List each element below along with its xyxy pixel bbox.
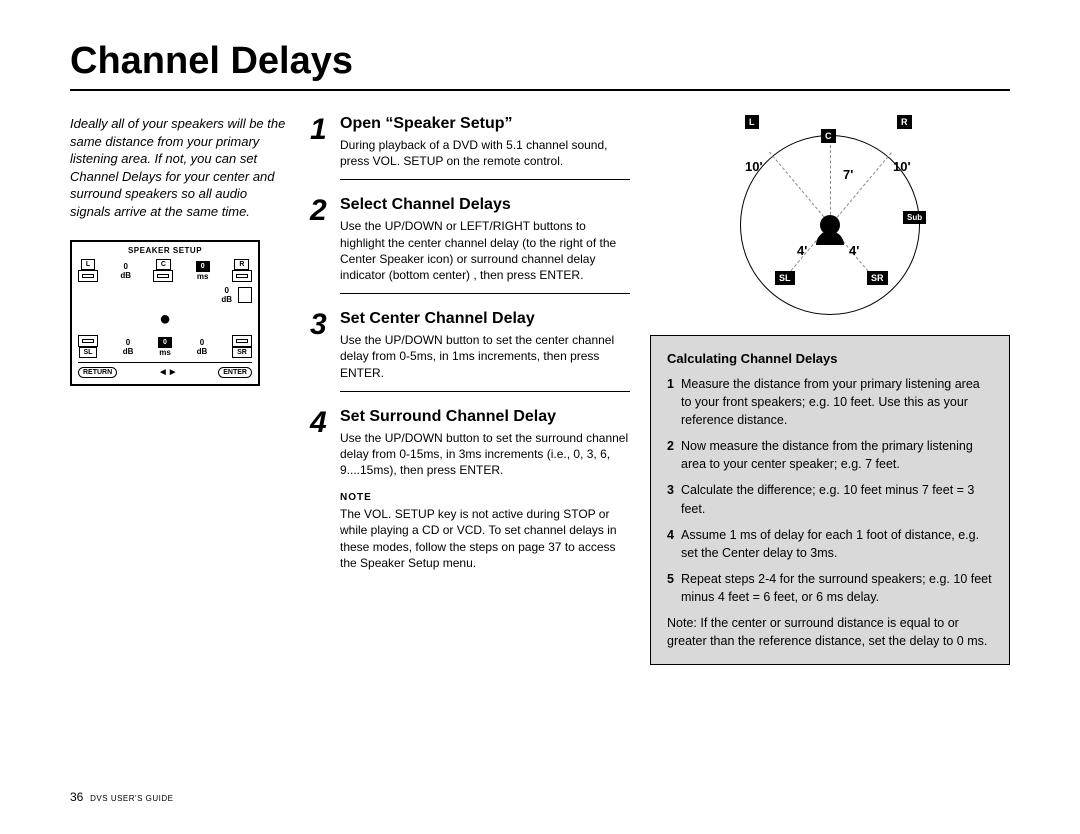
room-diagram: L C R Sub SL SR 10' 7' 10' 4' 4' (715, 115, 945, 325)
C-val: 0 (196, 261, 210, 272)
step-4: 4 Set Surround Channel Delay Use the UP/… (310, 408, 630, 581)
L-val: 0 (123, 262, 127, 271)
calc-item: Assume 1 ms of delay for each 1 foot of … (681, 526, 993, 562)
step-text: Use the UP/DOWN or LEFT/RIGHT buttons to… (340, 218, 630, 283)
diag-Sub: Sub (903, 211, 926, 224)
intro-text: Ideally all of your speakers will be the… (70, 115, 290, 220)
step-1: 1 Open “Speaker Setup” During playback o… (310, 115, 630, 180)
step-2: 2 Select Channel Delays Use the UP/DOWN … (310, 196, 630, 294)
return-button: RETURN (78, 367, 117, 378)
SL-val: 0 (126, 338, 130, 347)
note-label: NOTE (340, 492, 630, 503)
step-title: Set Center Channel Delay (340, 310, 630, 328)
diag-SL: SL (775, 271, 795, 285)
dist-SR: 4' (849, 243, 859, 258)
SL-unit: dB (123, 347, 134, 356)
step-title: Select Channel Delays (340, 196, 630, 214)
right-column: L C R Sub SL SR 10' 7' 10' 4' 4' Calcula… (650, 115, 1010, 665)
diag-L: L (745, 115, 759, 129)
dist-R: 10' (893, 159, 911, 174)
mid-val: 0 (158, 337, 172, 348)
subwoofer-icon (238, 287, 252, 303)
dist-L: 10' (745, 159, 763, 174)
spk-R: R (234, 259, 249, 270)
C-unit: ms (197, 272, 209, 281)
calc-item: Calculate the difference; e.g. 10 feet m… (681, 481, 993, 517)
calc-note: Note: If the center or surround distance… (667, 614, 993, 650)
step-number: 3 (310, 310, 340, 392)
nav-arrows-icon: ◄► (158, 367, 178, 378)
step-number: 1 (310, 115, 340, 180)
guide-label: DVS USER'S GUIDE (90, 794, 173, 803)
calc-item: Now measure the distance from the primar… (681, 437, 993, 473)
spk-SL: SL (79, 347, 98, 358)
dist-SL: 4' (797, 243, 807, 258)
note-text: The VOL. SETUP key is not active during … (340, 506, 630, 571)
calc-list: 1Measure the distance from your primary … (667, 375, 993, 606)
listener-icon: ● (78, 308, 252, 331)
dist-C: 7' (843, 167, 853, 182)
calc-title: Calculating Channel Delays (667, 350, 993, 369)
speaker-setup-title: SPEAKER SETUP (78, 246, 252, 255)
enter-button: ENTER (218, 367, 252, 378)
step-number: 2 (310, 196, 340, 294)
sub-val: 0 (224, 286, 228, 295)
spk-C: C (156, 259, 171, 270)
diag-R: R (897, 115, 912, 129)
step-title: Set Surround Channel Delay (340, 408, 630, 426)
mid-unit: ms (159, 348, 171, 357)
page-footer: 36 DVS USER'S GUIDE (70, 790, 173, 804)
spk-L: L (81, 259, 95, 270)
left-column: Ideally all of your speakers will be the… (70, 115, 290, 665)
listener-icon (820, 215, 840, 235)
step-title: Open “Speaker Setup” (340, 115, 630, 133)
page-title: Channel Delays (70, 40, 1010, 91)
step-text: During playback of a DVD with 5.1 channe… (340, 137, 630, 169)
step-3: 3 Set Center Channel Delay Use the UP/DO… (310, 310, 630, 392)
SR-val: 0 (200, 338, 204, 347)
page-number: 36 (70, 790, 83, 804)
calc-item: Measure the distance from your primary l… (681, 375, 993, 429)
SR-unit: dB (197, 347, 208, 356)
speaker-setup-box: SPEAKER SETUP L 0dB C 0ms R 0dB ● SL 0dB… (70, 240, 260, 386)
calc-item: Repeat steps 2-4 for the surround speake… (681, 570, 993, 606)
sub-unit: dB (221, 295, 232, 304)
step-number: 4 (310, 408, 340, 581)
diag-SR: SR (867, 271, 888, 285)
calc-box: Calculating Channel Delays 1Measure the … (650, 335, 1010, 665)
L-unit: dB (120, 271, 131, 280)
diag-C: C (821, 129, 836, 143)
steps-column: 1 Open “Speaker Setup” During playback o… (310, 115, 630, 665)
step-text: Use the UP/DOWN button to set the center… (340, 332, 630, 381)
spk-SR: SR (232, 347, 252, 358)
step-text: Use the UP/DOWN button to set the surrou… (340, 430, 630, 479)
content-columns: Ideally all of your speakers will be the… (70, 115, 1010, 665)
